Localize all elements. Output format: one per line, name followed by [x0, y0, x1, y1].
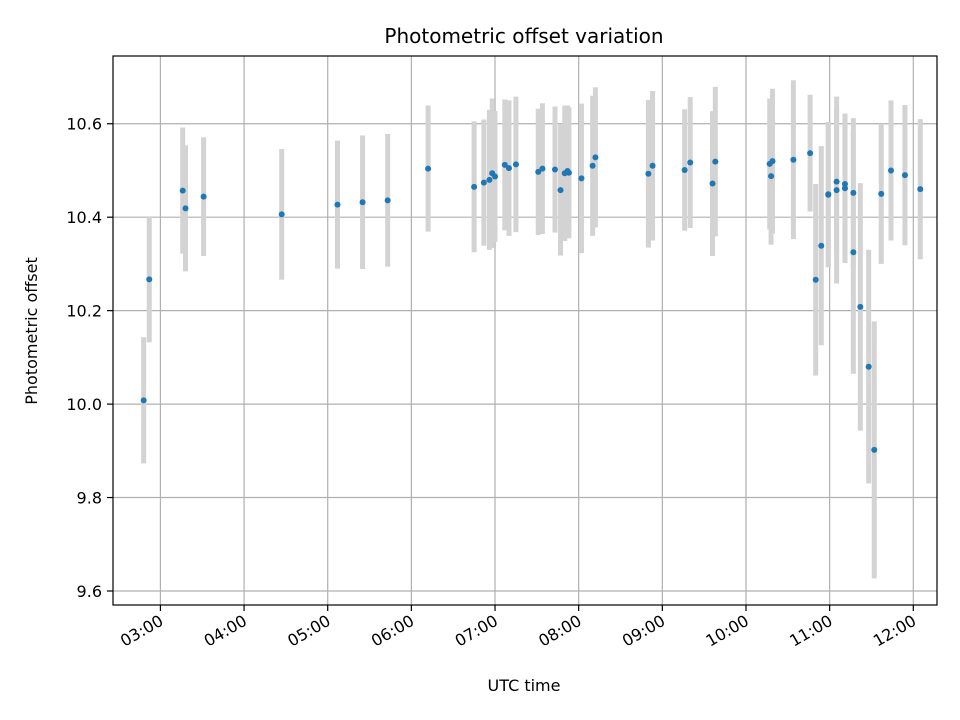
x-axis-ticks: 03:00 04:00 05:00 06:00 07:00 08:00 09:00 10:00… [117, 605, 919, 651]
data-point [841, 181, 848, 188]
x-tick-label: 08:00 [535, 611, 584, 651]
x-tick-label: 11:00 [786, 611, 835, 651]
y-tick-label: 10.0 [66, 395, 102, 414]
data-point [807, 150, 814, 157]
data-point [841, 185, 848, 192]
data-point [589, 162, 596, 169]
data-point [539, 165, 546, 172]
data-point [425, 165, 432, 172]
data-point [471, 183, 478, 190]
error-bars [141, 80, 923, 579]
chart-title: Photometric offset variation [384, 24, 663, 48]
data-point [681, 167, 688, 174]
data-point [649, 162, 656, 169]
data-point [769, 158, 776, 165]
y-tick-label: 10.2 [66, 302, 102, 321]
data-point [768, 173, 775, 180]
data-point [557, 187, 564, 194]
data-point [179, 187, 186, 194]
data-point [565, 169, 572, 176]
data-point [334, 201, 341, 208]
data-point [917, 186, 924, 193]
data-point [812, 276, 819, 283]
data-points [140, 150, 924, 453]
x-tick-label: 05:00 [284, 611, 333, 651]
data-point [818, 242, 825, 249]
data-point [535, 168, 542, 175]
data-point [645, 170, 652, 177]
x-tick-label: 06:00 [368, 611, 417, 651]
x-tick-label: 07:00 [452, 611, 501, 651]
y-axis-ticks: 9.6 9.8 10.0 10.2 10.4 10.6 [66, 115, 113, 601]
data-point [857, 303, 864, 310]
data-point [140, 397, 147, 404]
data-point [505, 165, 512, 172]
x-tick-label: 09:00 [619, 611, 668, 651]
x-tick-label: 10:00 [703, 611, 752, 651]
data-point [359, 199, 366, 206]
y-tick-label: 10.4 [66, 208, 102, 227]
data-point [486, 176, 493, 183]
data-point [833, 178, 840, 185]
y-tick-label: 10.6 [66, 115, 102, 134]
data-point [578, 175, 585, 182]
data-point [850, 249, 857, 256]
data-point [709, 180, 716, 187]
data-point [200, 193, 207, 200]
data-point [492, 173, 499, 180]
y-tick-label: 9.8 [77, 489, 102, 508]
data-point [850, 189, 857, 196]
data-point [790, 156, 797, 163]
data-point [901, 172, 908, 179]
grid-lines [113, 56, 937, 605]
data-point [551, 166, 558, 173]
data-point [712, 158, 719, 165]
y-tick-label: 9.6 [77, 582, 102, 601]
data-point [865, 363, 872, 370]
y-axis-label: Photometric offset [22, 257, 41, 405]
data-point [592, 154, 599, 161]
data-point [480, 179, 487, 186]
data-point [384, 197, 391, 204]
data-point [501, 161, 508, 168]
x-tick-label: 12:00 [870, 611, 919, 651]
x-tick-label: 03:00 [117, 611, 166, 651]
x-tick-label: 04:00 [201, 611, 250, 651]
data-point [182, 205, 189, 212]
data-point [878, 190, 885, 197]
data-point [512, 161, 519, 168]
data-point [871, 446, 878, 453]
data-point [833, 187, 840, 194]
x-axis-label: UTC time [488, 676, 561, 695]
data-point [825, 191, 832, 198]
data-point [146, 276, 153, 283]
data-point [887, 167, 894, 174]
data-point [278, 211, 285, 218]
plot-frame [112, 55, 938, 606]
data-point [687, 159, 694, 166]
